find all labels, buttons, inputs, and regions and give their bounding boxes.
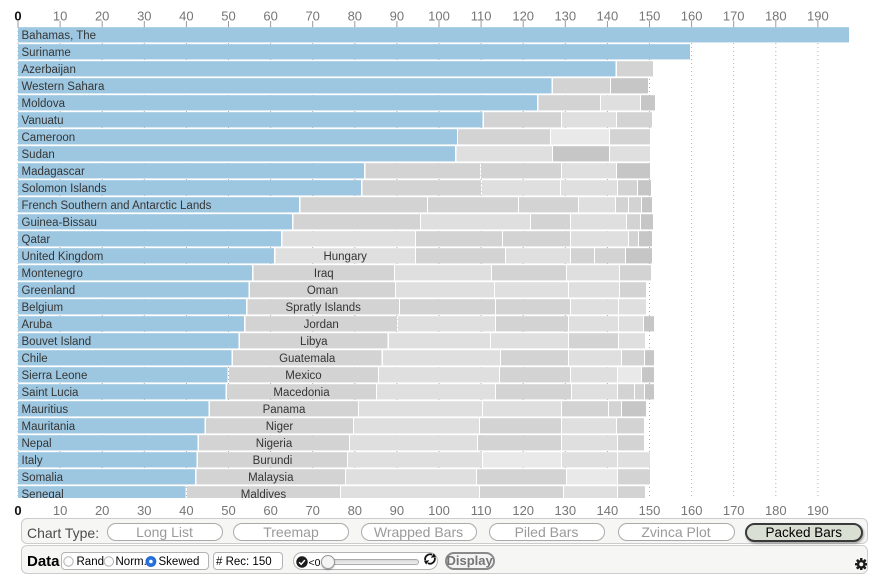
svg-text:Montenegro: Montenegro	[22, 268, 83, 280]
svg-text:Belgium: Belgium	[22, 302, 64, 314]
svg-text:150: 150	[639, 503, 661, 518]
svg-text:Nigeria: Nigeria	[256, 438, 293, 450]
svg-text:Mauritius: Mauritius	[22, 404, 69, 416]
svg-text:Aruba: Aruba	[22, 319, 53, 331]
svg-text:20: 20	[95, 9, 109, 24]
svg-text:190: 190	[807, 9, 829, 24]
svg-text:10: 10	[53, 9, 67, 24]
svg-text:180: 180	[765, 9, 787, 24]
svg-text:Sierra Leone: Sierra Leone	[22, 370, 88, 382]
svg-text:Jordan: Jordan	[304, 319, 339, 331]
svg-text:50: 50	[221, 9, 235, 24]
svg-text:Sudan: Sudan	[22, 149, 55, 161]
svg-text:Guatemala: Guatemala	[279, 353, 336, 365]
svg-text:Madagascar: Madagascar	[22, 166, 85, 178]
svg-text:Greenland: Greenland	[22, 285, 76, 297]
svg-text:120: 120	[512, 503, 534, 518]
svg-text:80: 80	[348, 503, 362, 518]
svg-text:Iraq: Iraq	[314, 268, 334, 280]
svg-text:Chile: Chile	[22, 353, 48, 365]
svg-text:70: 70	[305, 503, 319, 518]
svg-text:110: 110	[471, 503, 492, 518]
svg-text:Italy: Italy	[22, 455, 43, 467]
svg-text:160: 160	[681, 9, 703, 24]
svg-text:90: 90	[390, 9, 404, 24]
svg-text:Oman: Oman	[307, 285, 338, 297]
svg-text:Western Sahara: Western Sahara	[22, 81, 105, 93]
svg-text:180: 180	[765, 503, 787, 518]
svg-text:Qatar: Qatar	[22, 234, 51, 246]
svg-text:Macedonia: Macedonia	[273, 387, 330, 399]
svg-text:140: 140	[597, 503, 619, 518]
svg-text:170: 170	[723, 503, 745, 518]
svg-text:20: 20	[95, 503, 109, 518]
svg-text:30: 30	[137, 9, 151, 24]
svg-text:100: 100	[428, 503, 450, 518]
svg-text:90: 90	[390, 503, 404, 518]
svg-text:40: 40	[179, 9, 193, 24]
svg-text:140: 140	[597, 9, 619, 24]
svg-text:Azerbaijan: Azerbaijan	[22, 64, 76, 76]
svg-text:60: 60	[263, 503, 277, 518]
svg-text:Spratly Islands: Spratly Islands	[285, 302, 361, 314]
svg-text:Bahamas, The: Bahamas, The	[22, 30, 97, 42]
svg-text:Suriname: Suriname	[22, 47, 71, 59]
svg-text:40: 40	[179, 503, 193, 518]
svg-text:170: 170	[723, 9, 745, 24]
svg-text:Nepal: Nepal	[22, 438, 52, 450]
svg-text:130: 130	[554, 503, 576, 518]
svg-text:100: 100	[428, 9, 450, 24]
svg-text:Bouvet Island: Bouvet Island	[22, 336, 92, 348]
svg-text:Saint Lucia: Saint Lucia	[22, 387, 80, 399]
svg-text:Maldives: Maldives	[241, 489, 287, 501]
svg-text:United Kingdom: United Kingdom	[22, 251, 104, 263]
svg-text:160: 160	[681, 503, 703, 518]
svg-text:110: 110	[471, 9, 492, 24]
svg-text:Burundi: Burundi	[253, 455, 293, 467]
svg-text:0: 0	[14, 9, 21, 24]
svg-text:60: 60	[263, 9, 277, 24]
svg-text:130: 130	[554, 9, 576, 24]
svg-text:Somalia: Somalia	[22, 472, 64, 484]
svg-text:50: 50	[221, 503, 235, 518]
svg-text:Senegal: Senegal	[22, 489, 64, 501]
svg-text:80: 80	[348, 9, 362, 24]
svg-text:Moldova: Moldova	[22, 98, 66, 110]
svg-text:French Southern and Antarctic: French Southern and Antarctic Lands	[22, 200, 212, 212]
svg-text:Vanuatu: Vanuatu	[22, 115, 64, 127]
svg-text:120: 120	[512, 9, 534, 24]
svg-text:Panama: Panama	[263, 404, 306, 416]
svg-text:70: 70	[305, 9, 319, 24]
svg-text:0: 0	[14, 503, 21, 518]
svg-text:Mexico: Mexico	[285, 370, 321, 382]
svg-text:Malaysia: Malaysia	[248, 472, 294, 484]
svg-text:Mauritania: Mauritania	[22, 421, 76, 433]
svg-text:Cameroon: Cameroon	[22, 132, 76, 144]
svg-text:190: 190	[807, 503, 829, 518]
svg-text:Libya: Libya	[300, 336, 328, 348]
svg-text:Hungary: Hungary	[323, 251, 367, 263]
svg-text:Solomon Islands: Solomon Islands	[22, 183, 107, 195]
svg-text:30: 30	[137, 503, 151, 518]
svg-text:Niger: Niger	[266, 421, 294, 433]
svg-text:Guinea-Bissau: Guinea-Bissau	[22, 217, 97, 229]
svg-text:150: 150	[639, 9, 661, 24]
svg-text:10: 10	[53, 503, 67, 518]
